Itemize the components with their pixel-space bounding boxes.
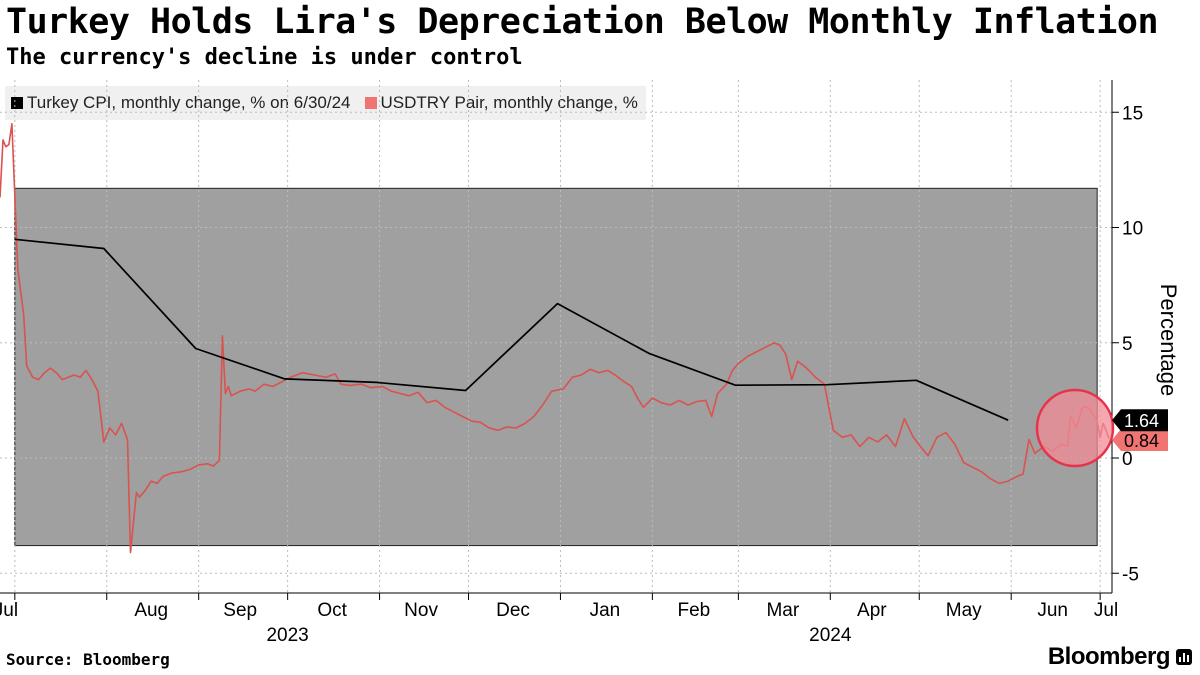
highlight-circle	[1035, 388, 1115, 468]
y-axis-title: Percentage	[1156, 283, 1181, 397]
brand-name: Bloomberg	[1047, 643, 1171, 670]
brand-logo: Bloomberg	[1048, 643, 1192, 671]
x-tick-label: Aug	[134, 600, 168, 621]
bar-chart-icon	[1176, 649, 1192, 665]
legend-label-cpi: Turkey CPI, monthly change, % on 6/30/24	[27, 93, 351, 112]
y-tick-label: 15	[1122, 103, 1143, 124]
usdtry-last-value: 0.84	[1124, 431, 1159, 451]
cpi-line	[14, 238, 1009, 421]
chart-title: Turkey Holds Lira's Depreciation Below M…	[6, 2, 1159, 42]
y-tick-label: -5	[1122, 564, 1139, 585]
legend-swatch-cpi	[11, 97, 23, 109]
legend-swatch-usdtry	[364, 97, 377, 109]
legend-label-usdtry: USDTRY Pair, monthly change, %	[380, 93, 638, 112]
y-tick-label: 0	[1122, 449, 1133, 470]
chart-legend: Turkey CPI, monthly change, % on 6/30/24…	[5, 86, 646, 120]
legend-item-usdtry: USDTRY Pair, monthly change, %	[364, 93, 638, 113]
x-tick-label: Jun	[1037, 600, 1068, 621]
year-label: 2024	[809, 625, 852, 646]
chart-subtitle: The currency's decline is under control	[6, 45, 523, 70]
x-tick-label: Nov	[404, 600, 438, 621]
x-tick-label: Feb	[678, 600, 711, 621]
year-label: 2023	[266, 625, 308, 646]
x-tick-label: Mar	[766, 600, 799, 621]
x-tick-label: May	[946, 600, 982, 621]
legend-item-cpi: Turkey CPI, monthly change, % on 6/30/24	[11, 93, 351, 113]
usdtry-line	[0, 123, 1110, 554]
x-tick-label: Dec	[496, 600, 530, 621]
x-tick-label: Oct	[317, 600, 347, 621]
usdtry-tag	[1112, 429, 1168, 452]
x-tick-label: Sep	[223, 600, 257, 621]
x-tick-label: Jul	[0, 600, 18, 621]
shaded-period	[14, 187, 1098, 547]
x-tick-label: Jan	[590, 600, 621, 621]
cpi-tag	[1112, 409, 1168, 432]
x-tick-label: Apr	[857, 600, 887, 621]
y-tick-label: 5	[1122, 334, 1133, 355]
cpi-last-value: 1.64	[1124, 411, 1159, 431]
x-tick-label: Jul	[1094, 600, 1118, 621]
y-tick-label: 10	[1122, 219, 1143, 240]
source-note: Source: Bloomberg	[6, 650, 170, 669]
